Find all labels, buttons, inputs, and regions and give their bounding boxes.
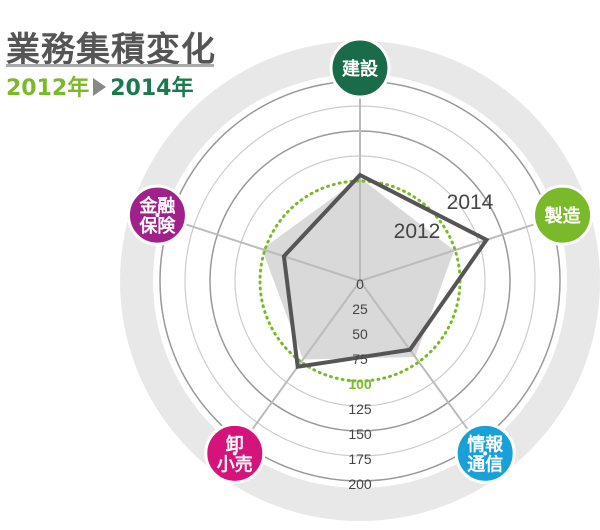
tick-label: 0 [356, 276, 364, 292]
axis-line [359, 213, 565, 282]
tick-label: 150 [348, 426, 372, 442]
category-label: 卸 [226, 433, 244, 455]
axis-line [155, 213, 361, 282]
category-卸小売: 卸小売 [204, 422, 266, 484]
category-label: 小売 [217, 453, 253, 475]
from-year: 2012年 [6, 76, 90, 101]
category-label: 製造 [544, 205, 581, 227]
period-subtitle: 2012年 2014年 [6, 70, 193, 102]
label-dot [483, 451, 488, 456]
category-製造: 製造 [532, 184, 594, 246]
series-2012-area [262, 178, 455, 360]
series-label-2012: 2012 [394, 220, 441, 243]
tick-label: 125 [348, 401, 372, 417]
tick-label: 200 [348, 476, 372, 492]
category-label: 建設 [342, 58, 379, 80]
title-divider [6, 64, 214, 67]
category-建設: 建設 [329, 37, 391, 99]
tick-label: 25 [352, 301, 368, 317]
tick-label: 50 [352, 326, 368, 342]
category-label: 情報 [467, 433, 504, 455]
label-dot [155, 213, 160, 218]
series-label-2014: 2014 [447, 191, 494, 214]
category-badge [329, 37, 391, 99]
category-label: 保険 [138, 215, 176, 237]
category-label: 金融 [138, 195, 175, 217]
arrow-icon [93, 78, 107, 96]
tick-label: 75 [352, 351, 368, 367]
category-label: 通信 [467, 453, 503, 475]
label-dot [232, 451, 237, 456]
series-2014-line [281, 172, 490, 370]
category-badge [532, 184, 594, 246]
axis-line [359, 280, 488, 456]
tick-label: 100 [348, 376, 372, 392]
chart-title: 業務集積変化 [6, 30, 216, 70]
to-year: 2014年 [110, 76, 194, 101]
tick-label: 175 [348, 451, 372, 467]
